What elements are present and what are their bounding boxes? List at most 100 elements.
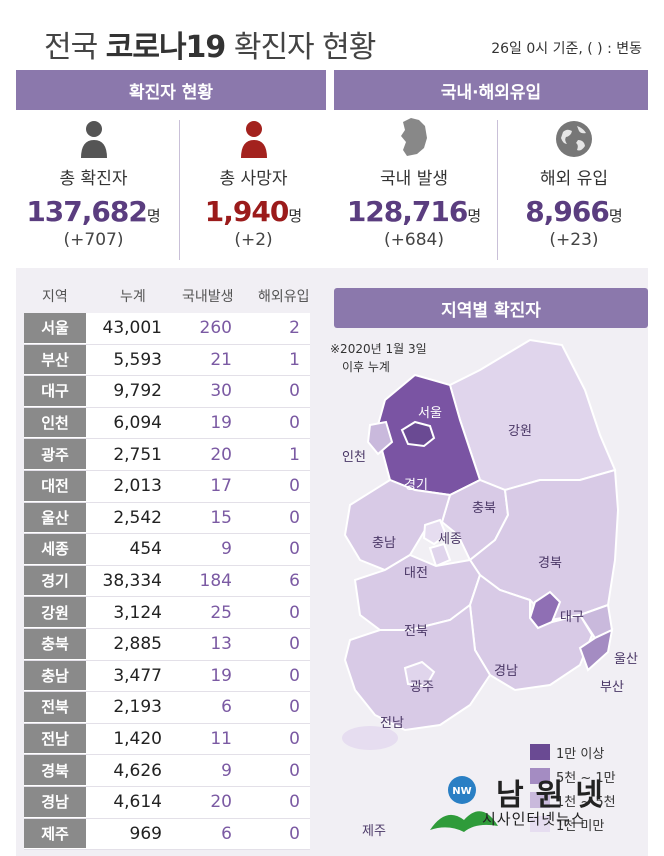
total-cases: 454 bbox=[129, 539, 162, 560]
region-gwangju bbox=[403, 660, 436, 688]
total-cases: 5,593 bbox=[113, 349, 162, 370]
region-jeju bbox=[342, 726, 398, 750]
divider bbox=[497, 120, 498, 260]
table-row: 제주 969 6 0 bbox=[24, 818, 310, 851]
stat-label: 총 사망자 bbox=[219, 169, 288, 189]
col-header-domestic: 국내발생 bbox=[182, 289, 234, 305]
table-row: 부산 5,593 21 1 bbox=[24, 344, 310, 377]
region-sejong bbox=[422, 518, 448, 546]
domestic-cases: 6 bbox=[221, 823, 232, 844]
table-row: 대구 9,792 30 0 bbox=[24, 376, 310, 408]
map-label-sejong: 세종 bbox=[438, 532, 462, 547]
region-name: 충북 bbox=[24, 628, 86, 660]
domestic-cases: 15 bbox=[210, 507, 232, 528]
region-name: 경남 bbox=[24, 786, 86, 818]
stat-label: 국내 발생 bbox=[380, 169, 448, 189]
total-confirmed-stat: 총 확진자 137,682명 (+707) bbox=[16, 118, 171, 258]
imported-cases: 0 bbox=[289, 823, 300, 844]
total-cases: 3,124 bbox=[113, 602, 162, 623]
map-label-jeju: 제주 bbox=[362, 824, 386, 839]
imported-cases: 0 bbox=[289, 507, 300, 528]
map-label-busan: 부산 bbox=[600, 680, 624, 695]
domestic-cases: 11 bbox=[210, 729, 232, 750]
region-name: 제주 bbox=[24, 818, 86, 850]
region-incheon bbox=[366, 420, 394, 456]
map-label-daejeon: 대전 bbox=[404, 566, 428, 581]
map-label-chungnam: 충남 bbox=[372, 536, 396, 551]
person-icon bbox=[181, 118, 326, 158]
korea-map-icon bbox=[334, 118, 494, 158]
table-row: 인천 6,094 19 0 bbox=[24, 407, 310, 440]
map-label-gwangju: 광주 bbox=[410, 680, 434, 695]
map-label-ulsan: 울산 bbox=[614, 652, 638, 667]
total-cases: 43,001 bbox=[102, 318, 162, 339]
table-row: 서울 43,001 260 2 bbox=[24, 313, 310, 345]
imported-cases: 1 bbox=[289, 349, 300, 370]
total-cases: 2,751 bbox=[113, 444, 162, 465]
region-table: 서울 43,001 260 2 부산 5,593 21 1 대구 9,792 30 0 인천 6,094 1… bbox=[24, 313, 310, 851]
legend-item: 5천 ~ 1만 bbox=[530, 764, 616, 788]
total-cases: 4,626 bbox=[113, 760, 162, 781]
total-cases: 6,094 bbox=[113, 413, 162, 434]
domestic-cases: 20 bbox=[210, 444, 232, 465]
imported-cases: 0 bbox=[289, 634, 300, 655]
stat-value: 8,966명 bbox=[525, 195, 623, 228]
domestic-cases: 13 bbox=[210, 634, 232, 655]
imported-cases: 0 bbox=[289, 539, 300, 560]
total-cases: 2,013 bbox=[113, 476, 162, 497]
total-cases: 38,334 bbox=[102, 571, 162, 592]
watermark-title: 남원넷 bbox=[496, 778, 615, 813]
stat-label: 총 확진자 bbox=[59, 169, 128, 189]
region-name: 세종 bbox=[24, 534, 86, 565]
imported-cases: 0 bbox=[289, 476, 300, 497]
map-legend: 1만 이상 5천 ~ 1만 1천 ~ 5천 1천 미만 bbox=[530, 740, 616, 836]
map-label-gyeongnam: 경남 bbox=[494, 664, 518, 679]
map-title: 지역별 확진자 bbox=[334, 288, 648, 328]
stat-change: (+2) bbox=[234, 230, 273, 250]
domestic-cases: 17 bbox=[210, 476, 232, 497]
domestic-cases: 19 bbox=[210, 665, 232, 686]
legend-label: 1천 ~ 5천 bbox=[556, 794, 616, 810]
region-name: 울산 bbox=[24, 502, 86, 534]
divider bbox=[179, 120, 180, 260]
total-cases: 9,792 bbox=[113, 381, 162, 402]
total-cases: 1,420 bbox=[113, 729, 162, 750]
table-row: 충북 2,885 13 0 bbox=[24, 628, 310, 661]
region-name: 대구 bbox=[24, 376, 86, 407]
region-name: 전북 bbox=[24, 692, 86, 723]
reference-time: 26일 0시 기준, ( ) : 변동 bbox=[491, 41, 642, 57]
stat-change: (+707) bbox=[63, 230, 124, 250]
map-label-jeonbuk: 전북 bbox=[404, 624, 428, 639]
map-label-gyeonggi: 경기 bbox=[404, 478, 428, 493]
domestic-overseas-header: 국내·해외유입 bbox=[334, 70, 648, 110]
imported-cases: 2 bbox=[289, 318, 300, 339]
table-row: 강원 3,124 25 0 bbox=[24, 597, 310, 629]
total-cases: 4,614 bbox=[113, 792, 162, 813]
total-cases: 3,477 bbox=[113, 665, 162, 686]
col-header-imported: 해외유입 bbox=[258, 289, 310, 305]
imported-cases: 0 bbox=[289, 665, 300, 686]
korea-region-map bbox=[342, 338, 620, 750]
imported-cases: 6 bbox=[289, 571, 300, 592]
globe-icon bbox=[500, 118, 648, 158]
overseas-cases-stat: 해외 유입 8,966명 (+23) bbox=[500, 118, 648, 258]
table-row: 경남 4,614 20 0 bbox=[24, 786, 310, 819]
region-daejeon bbox=[428, 542, 452, 568]
domestic-cases: 260 bbox=[199, 318, 232, 339]
total-cases: 2,193 bbox=[113, 697, 162, 718]
region-name: 광주 bbox=[24, 439, 86, 470]
region-name: 서울 bbox=[24, 313, 86, 344]
domestic-cases: 21 bbox=[210, 349, 232, 370]
domestic-cases: 19 bbox=[210, 413, 232, 434]
imported-cases: 0 bbox=[289, 792, 300, 813]
legend-item: 1천 ~ 5천 bbox=[530, 788, 616, 812]
imported-cases: 0 bbox=[289, 602, 300, 623]
confirmed-status-header: 확진자 현황 bbox=[16, 70, 326, 110]
legend-label: 1만 이상 bbox=[556, 746, 605, 762]
region-name: 인천 bbox=[24, 407, 86, 439]
total-deaths-stat: 총 사망자 1,940명 (+2) bbox=[181, 118, 326, 258]
stat-value: 128,716명 bbox=[346, 195, 482, 228]
map-label-daegu: 대구 bbox=[560, 610, 584, 625]
total-cases: 969 bbox=[129, 823, 162, 844]
table-row: 대전 2,013 17 0 bbox=[24, 470, 310, 503]
